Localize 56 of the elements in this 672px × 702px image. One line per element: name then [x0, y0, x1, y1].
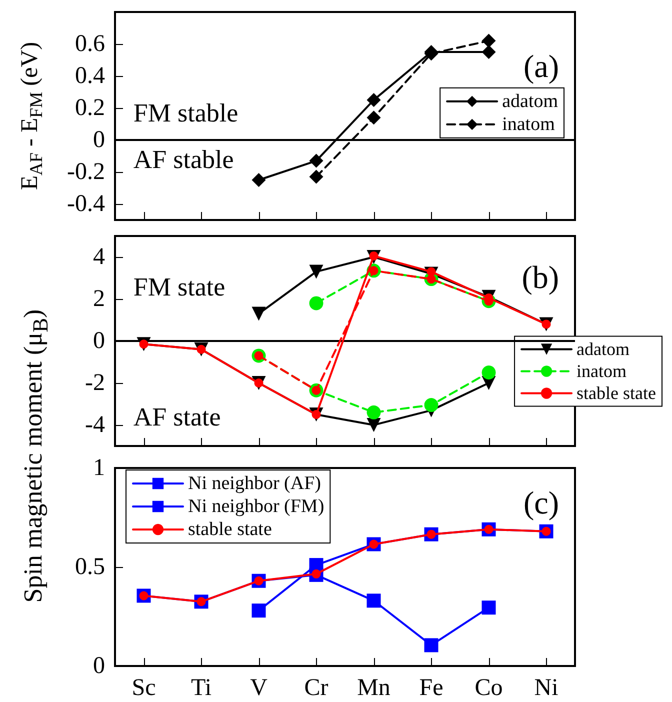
legend-label: inatom — [576, 361, 627, 382]
legend-label: Ni neighbor (FM) — [188, 496, 324, 517]
y-tick-label: 0 — [93, 127, 105, 153]
point — [366, 110, 381, 125]
y-tick-label: 1 — [93, 455, 105, 481]
y-tick-label: 2 — [93, 286, 105, 312]
annotation: FM stable — [133, 98, 238, 128]
y-tick-label: 0 — [93, 653, 105, 679]
point — [309, 154, 324, 168]
point — [252, 173, 266, 187]
legend-label: stable state — [188, 519, 272, 540]
legend-label: adatom — [576, 339, 630, 360]
x-tick-label: Ni — [534, 675, 559, 701]
point — [482, 34, 496, 48]
point — [252, 306, 266, 321]
point — [366, 418, 381, 432]
x-tick-label: Co — [474, 675, 503, 701]
point — [482, 366, 496, 380]
legend-label: adatom — [502, 90, 558, 112]
y-tick-label: 0.6 — [75, 31, 105, 57]
point — [482, 600, 496, 615]
x-tick-label: Cr — [304, 675, 328, 701]
y-tick-label: 0 — [93, 328, 105, 354]
y-tick-label: 4 — [93, 244, 105, 270]
point — [309, 264, 324, 279]
legend-label: Ni neighbor (AF) — [188, 473, 321, 494]
x-tick-label: Ti — [191, 675, 212, 701]
point — [424, 398, 438, 412]
x-tick-label: Sc — [132, 675, 156, 701]
x-tick-label: Mn — [357, 675, 390, 701]
annotation: (c) — [523, 484, 559, 520]
x-tick-label: Fe — [419, 675, 444, 701]
annotation: AF state — [133, 402, 221, 432]
point — [309, 296, 324, 310]
annotation: AF stable — [133, 144, 234, 174]
y-tick-label: -2 — [85, 370, 105, 396]
point — [424, 638, 438, 652]
legend-label: inatom — [502, 114, 556, 135]
y-tick-label: -4 — [85, 412, 105, 438]
annotation: (b) — [522, 259, 559, 296]
y-tick-label: 0.4 — [75, 63, 105, 89]
point — [366, 405, 381, 420]
point — [252, 604, 266, 618]
y-axis-title: EAF - EFM (eV) — [17, 42, 46, 190]
point — [366, 594, 381, 608]
x-tick-label: V — [250, 675, 268, 701]
point — [309, 170, 324, 184]
point — [366, 93, 381, 107]
legend-label: stable state — [576, 383, 656, 404]
y-tick-label: -0.4 — [67, 191, 105, 217]
y-tick-label: -0.2 — [67, 159, 105, 185]
y-tick-label: 0.5 — [75, 554, 105, 580]
point — [482, 45, 496, 59]
y-tick-label: 0.2 — [75, 95, 105, 121]
annotation: FM state — [133, 272, 226, 302]
annotation: (a) — [523, 48, 559, 84]
